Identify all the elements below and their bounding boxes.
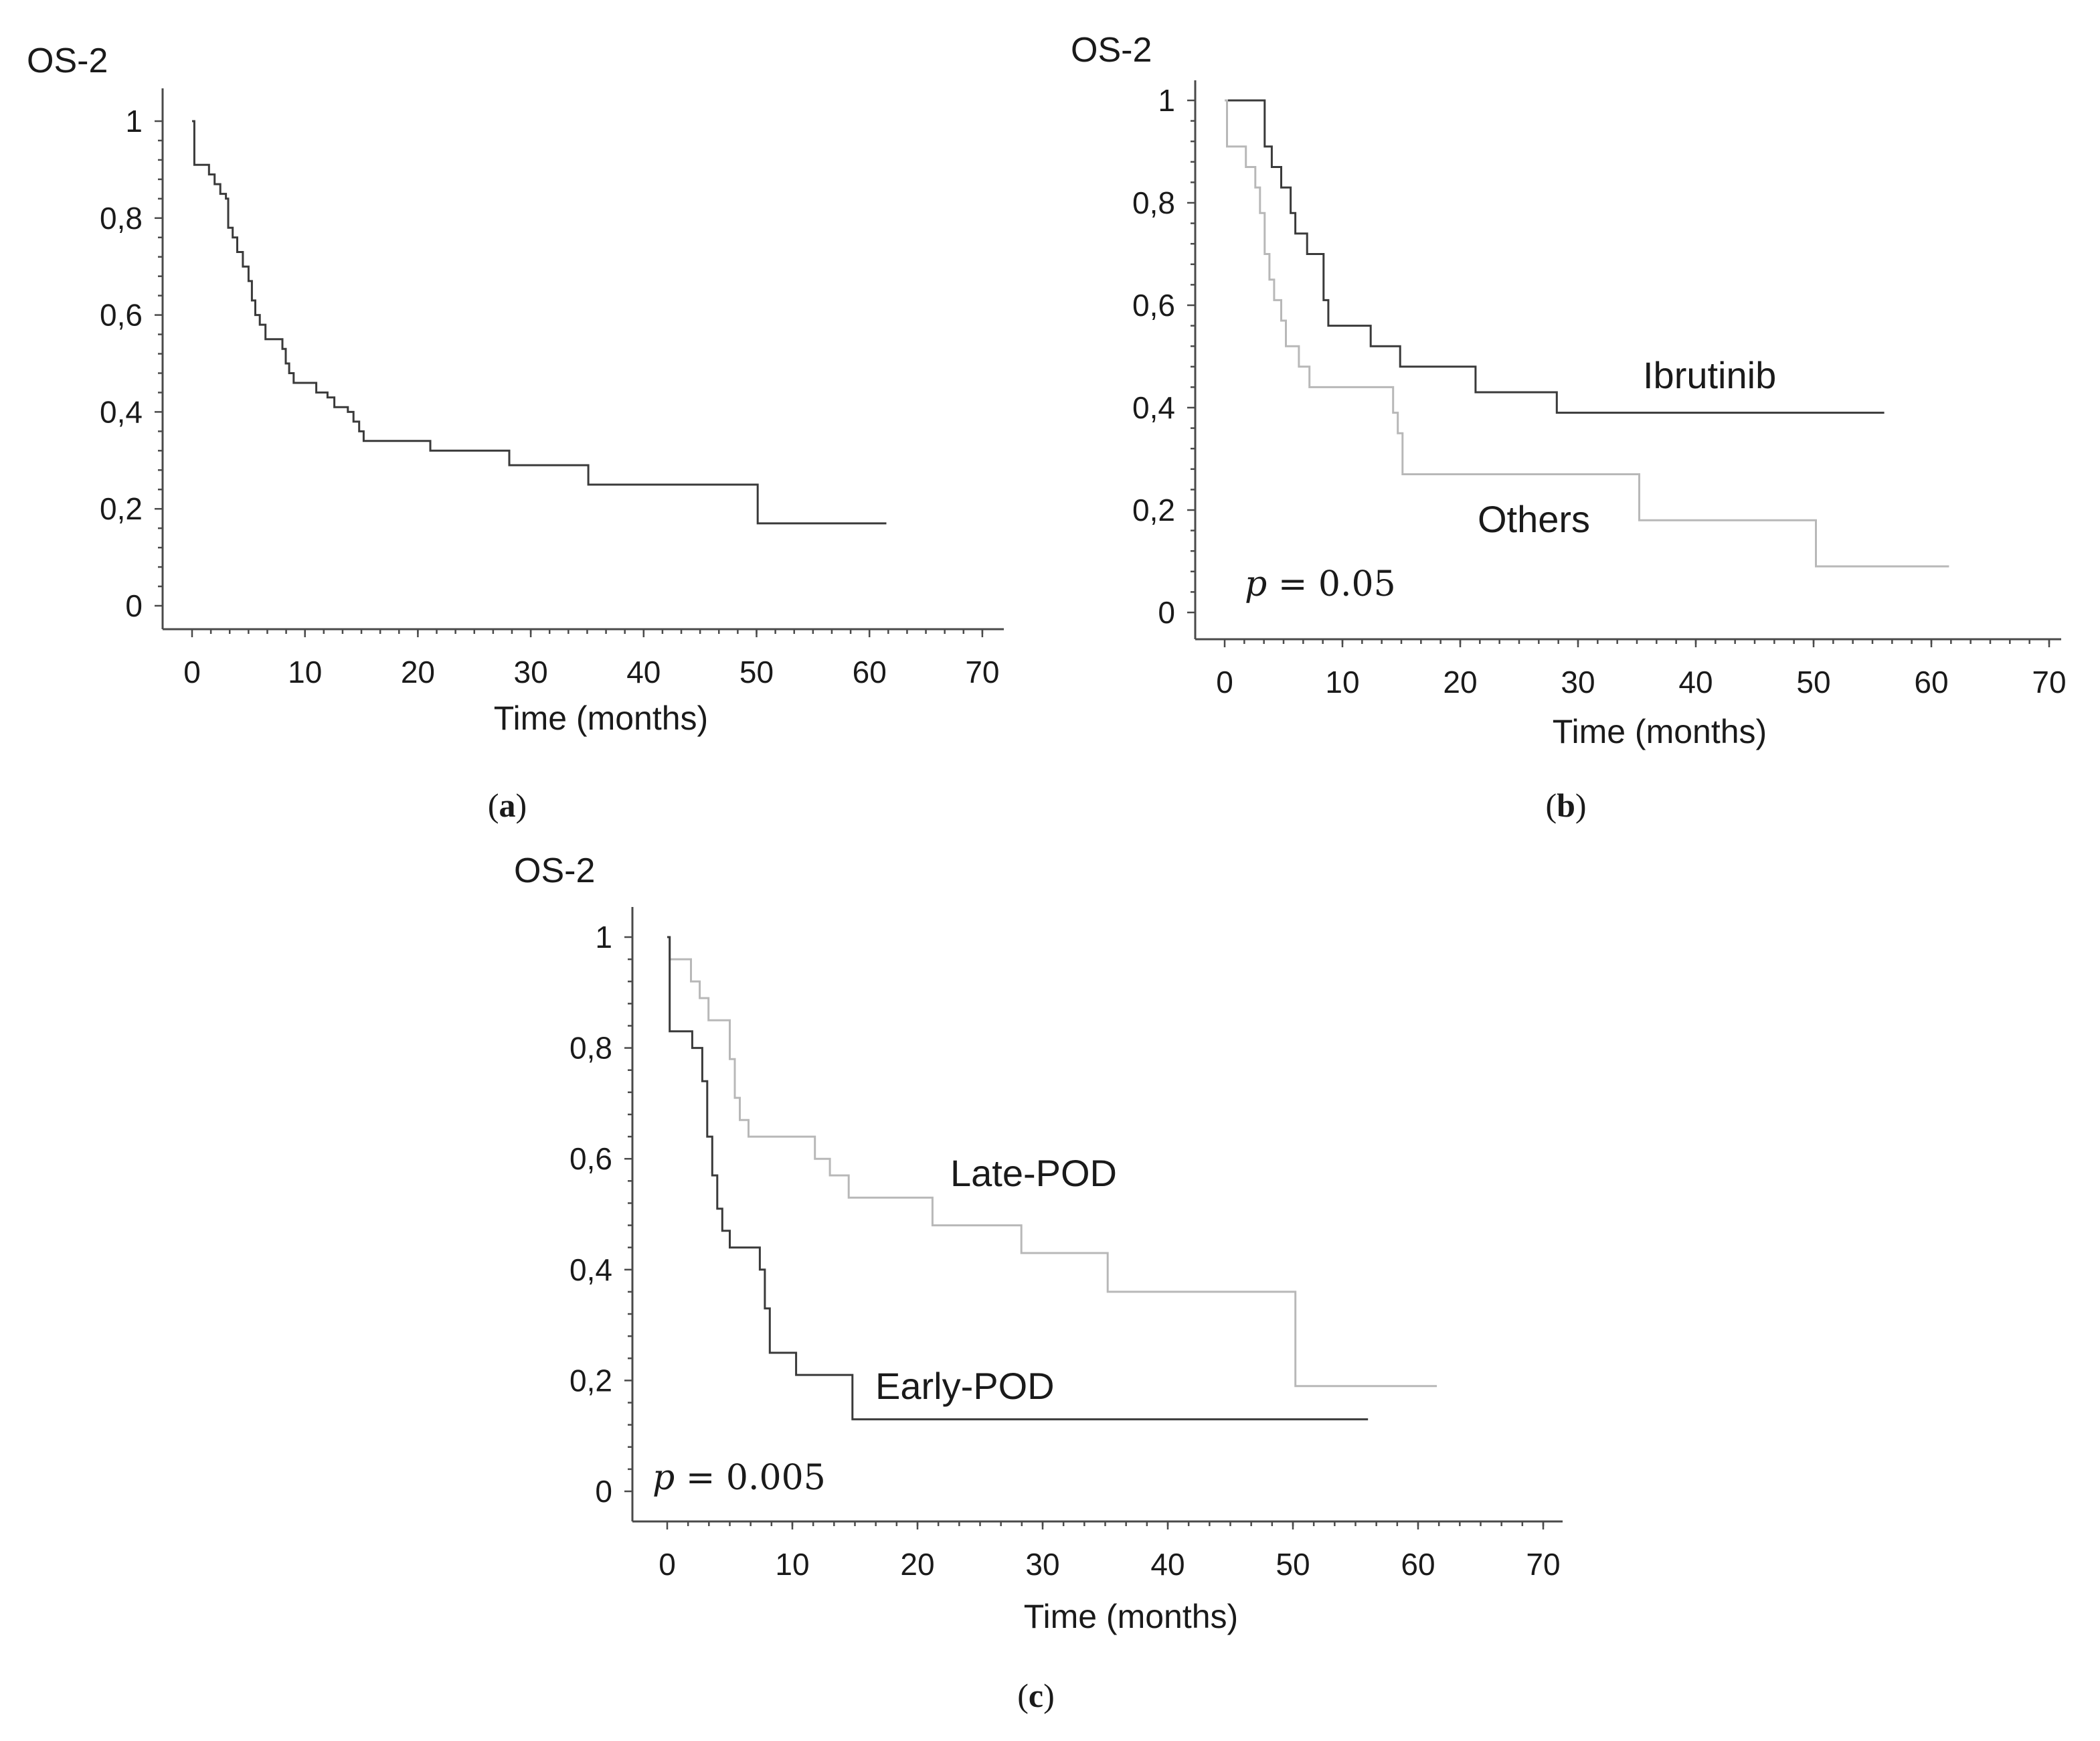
- panel-a-y-tick-label-3: 0,6: [100, 298, 143, 333]
- panel-c-caption-letter: c: [1029, 1677, 1043, 1714]
- panel-a-caption: (a): [488, 786, 527, 824]
- panel-a-series: [192, 120, 887, 525]
- panel-b-x-tick-label-7: 70: [2032, 665, 2066, 699]
- panel-a-x-title: Time (months): [494, 699, 708, 737]
- panel-a-caption-letter: a: [499, 786, 516, 824]
- panel-a-x-ticks: 0 10 20 30 40 50 60 70: [183, 629, 999, 689]
- panel-c-x-ticks: 0 10 20 30 40 50 60 70: [659, 1521, 1561, 1582]
- panel-c-caption: (c): [1017, 1677, 1055, 1714]
- panel-a-y-ticks: 0 0,2 0,4 0,6 0,8 1: [100, 104, 163, 623]
- panel-c-y-tick-label-4: 0,8: [570, 1031, 612, 1066]
- panel-b-x-tick-label-2: 20: [1443, 665, 1477, 699]
- panel-c-p-symbol: p: [652, 1458, 675, 1498]
- panel-b: OS-2 0 0,2 0,4 0,6 0,8 1 0 10 20 30 40 50 60 70 Ibru…: [1071, 31, 2067, 824]
- panel-c-y-tick-label-2: 0,4: [570, 1252, 612, 1287]
- panel-a-x-tick-label-1: 10: [288, 655, 322, 689]
- panel-b-caption: (b): [1545, 786, 1586, 824]
- panel-c-axes: [631, 907, 1563, 1523]
- panel-a-y-tick-label-5: 1: [125, 104, 143, 139]
- panel-b-x-tick-label-5: 50: [1796, 665, 1830, 699]
- panel-c-x-tick-label-4: 40: [1150, 1547, 1185, 1582]
- panel-a-x-tick-label-2: 20: [401, 655, 435, 689]
- panel-a: OS-2 0 0,2 0,4 0,6 0,8 1 0 10 20 30 40 50 60 70 Time…: [27, 42, 1004, 824]
- panel-a-x-tick-label-5: 50: [739, 655, 774, 689]
- panel-b-caption-letter: b: [1557, 786, 1575, 824]
- panel-c-series: [667, 936, 1437, 1420]
- panel-a-y-tick-label-2: 0,4: [100, 394, 143, 429]
- panel-b-curve-ibrutinib: [1225, 99, 1885, 414]
- panel-c-y-tick-label-0: 0: [595, 1474, 612, 1509]
- panel-c-x-tick-label-6: 60: [1401, 1547, 1435, 1582]
- panel-a-y-tick-label-4: 0,8: [100, 201, 143, 236]
- panel-c-p-value: p = 0.005: [652, 1458, 826, 1498]
- panel-b-y-tick-label-5: 1: [1158, 83, 1175, 118]
- panel-b-y-ticks: 0 0,2 0,4 0,6 0,8 1: [1132, 83, 1195, 630]
- panel-a-y-tick-label-1: 0,2: [100, 491, 143, 526]
- panel-b-y-tick-label-3: 0,6: [1132, 288, 1175, 323]
- panel-c-p-text: = 0.005: [675, 1458, 826, 1498]
- panel-a-y-label: OS-2: [27, 42, 108, 80]
- panel-b-curve-others: [1225, 99, 1949, 568]
- panel-a-y-tick-label-0: 0: [125, 588, 143, 623]
- panel-b-y-tick-label-0: 0: [1158, 595, 1175, 630]
- panel-c-y-tick-label-3: 0,6: [570, 1141, 612, 1176]
- panel-c-x-tick-label-0: 0: [659, 1547, 676, 1582]
- panel-b-x-title: Time (months): [1553, 713, 1767, 750]
- panel-b-y-tick-label-2: 0,4: [1132, 390, 1175, 425]
- panel-c-label-late-pod: Late-POD: [950, 1152, 1117, 1194]
- panel-c-x-tick-label-7: 70: [1526, 1547, 1560, 1582]
- panel-a-x-tick-label-4: 40: [626, 655, 661, 689]
- panel-b-x-tick-label-6: 60: [1914, 665, 1948, 699]
- panel-a-x-tick-label-0: 0: [183, 655, 201, 689]
- panel-b-x-tick-label-3: 30: [1561, 665, 1595, 699]
- panel-a-x-tick-label-6: 60: [853, 655, 887, 689]
- panel-b-label-ibrutinib: Ibrutinib: [1643, 354, 1776, 396]
- panel-b-axes: [1194, 80, 2061, 641]
- panel-b-x-ticks: 0 10 20 30 40 50 60 70: [1216, 639, 2067, 699]
- panel-c-label-early-pod: Early-POD: [875, 1365, 1055, 1407]
- panel-c-x-tick-label-5: 50: [1276, 1547, 1310, 1582]
- panel-c-x-tick-label-2: 20: [900, 1547, 934, 1582]
- panel-c-y-tick-label-5: 1: [595, 920, 612, 955]
- panel-b-p-value: p = 0.05: [1245, 564, 1396, 604]
- panel-c: OS-2 0 0,2 0,4 0,6 0,8 1 0 10 20 30 40 50 60 70 Late…: [514, 851, 1563, 1714]
- panel-b-x-tick-label-0: 0: [1216, 665, 1233, 699]
- panel-c-curve-early-pod: [667, 936, 1369, 1420]
- panel-a-x-tick-label-3: 30: [514, 655, 548, 689]
- panel-c-x-title: Time (months): [1024, 1598, 1238, 1635]
- panel-c-curve-late-pod: [667, 936, 1437, 1388]
- panel-c-y-tick-label-1: 0,2: [570, 1363, 612, 1398]
- panel-b-y-tick-label-1: 0,2: [1132, 493, 1175, 527]
- panel-a-axes: [161, 88, 1004, 631]
- panel-b-x-tick-label-1: 10: [1325, 665, 1359, 699]
- panel-b-x-tick-label-4: 40: [1678, 665, 1713, 699]
- panel-b-series: [1225, 99, 1949, 568]
- panel-c-y-ticks: 0 0,2 0,4 0,6 0,8 1: [570, 920, 632, 1509]
- panel-b-p-text: = 0.05: [1267, 564, 1395, 604]
- panel-c-x-tick-label-1: 10: [775, 1547, 809, 1582]
- panel-a-curve-all-patients: [192, 120, 887, 525]
- panel-b-label-others: Others: [1478, 498, 1590, 540]
- panel-b-p-symbol: p: [1245, 564, 1267, 604]
- panel-b-y-tick-label-4: 0,8: [1132, 185, 1175, 220]
- panel-c-x-tick-label-3: 30: [1025, 1547, 1059, 1582]
- panel-c-y-label: OS-2: [514, 851, 595, 890]
- panel-b-y-label: OS-2: [1071, 31, 1152, 70]
- panel-a-x-tick-label-7: 70: [965, 655, 999, 689]
